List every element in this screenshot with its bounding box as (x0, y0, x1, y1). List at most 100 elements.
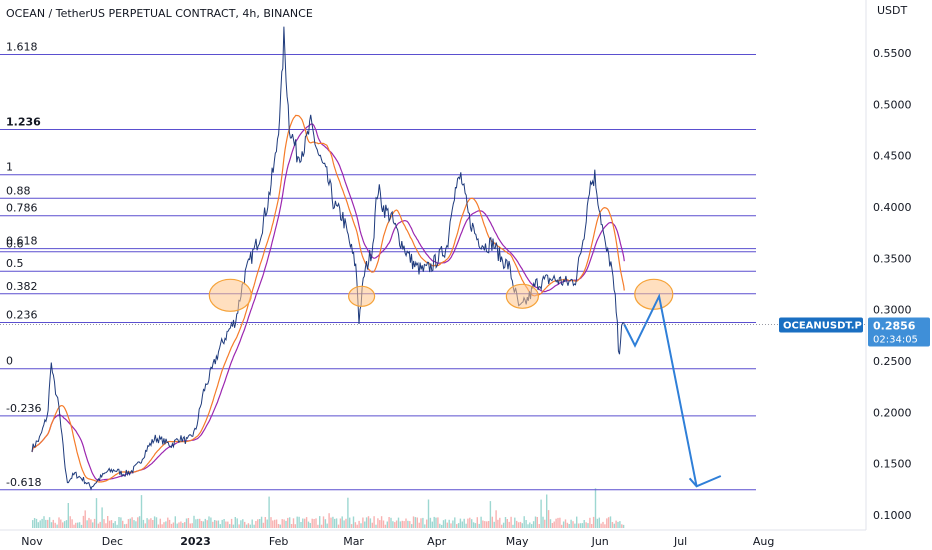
chart-title: OCEAN / TetherUS PERPETUAL CONTRACT, 4h,… (6, 7, 313, 20)
volume-bar (125, 523, 128, 528)
volume-bar (165, 521, 167, 528)
support-circle[interactable] (634, 278, 674, 310)
volume-bar (73, 524, 75, 528)
volume-bar (294, 524, 296, 528)
volume-bar (101, 507, 103, 528)
volume-bar (199, 518, 201, 528)
fib-level-label: 0.786 (6, 202, 38, 215)
volume-bar (497, 519, 499, 528)
time-axis[interactable]: Nov Dec 2023 Feb Mar Apr May Jun Jul Aug (21, 535, 774, 548)
support-circle[interactable] (348, 285, 376, 307)
volume-bar (454, 517, 456, 528)
volume-bar (50, 522, 53, 528)
support-circle[interactable] (208, 278, 252, 312)
volume-bar (371, 522, 373, 528)
volume-bar (557, 517, 559, 528)
volume-bar (330, 517, 332, 528)
support-circles[interactable] (208, 278, 674, 312)
volume-bar (350, 524, 353, 528)
support-circle[interactable] (505, 283, 540, 309)
volume-bar (110, 520, 113, 528)
volume-bar (570, 519, 572, 528)
projection-path[interactable] (623, 293, 698, 487)
volume-bar (403, 521, 405, 528)
volume-bar (380, 516, 383, 528)
volume-bar (260, 516, 263, 528)
volume-bar (153, 516, 156, 528)
volume-bar (394, 522, 396, 528)
volume-bar (506, 519, 508, 528)
volume-bar (80, 524, 83, 528)
volume-bar (234, 517, 236, 528)
volume-bar (416, 517, 418, 528)
volume-bar (546, 494, 548, 528)
volume-bar (221, 519, 223, 528)
volume-bar (105, 523, 107, 528)
volume-bar (178, 522, 180, 528)
volume-bar (602, 521, 604, 528)
volume-bar (589, 517, 591, 528)
volume-bar (559, 517, 561, 528)
volume-bar (519, 521, 522, 528)
price-tick-label: 0.1500 (873, 458, 912, 471)
volume-bar (187, 518, 190, 528)
volume-bar (592, 516, 595, 528)
volume-bar (279, 524, 281, 528)
volume-bar (118, 517, 120, 528)
volume-bar (120, 517, 122, 528)
volume-bar (77, 522, 79, 528)
volume-bar (409, 521, 411, 528)
volume-bar (594, 488, 597, 528)
projection-arrow[interactable] (623, 293, 722, 488)
volume-bar (54, 522, 56, 528)
volume-bar (420, 518, 422, 528)
volume-bar (292, 518, 295, 528)
volume-bar (193, 515, 195, 528)
volume-bar (459, 518, 462, 528)
fib-level-label: 0.382 (6, 280, 38, 293)
fib-level-label: -0.618 (6, 476, 41, 489)
volume-bar (388, 517, 390, 528)
volume-bar (163, 522, 165, 528)
volume-bar (180, 521, 182, 528)
volume-bar (257, 519, 259, 528)
price-tick-label: 0.4500 (873, 150, 912, 163)
volume-bar (606, 518, 608, 528)
volume-bar (155, 517, 158, 528)
volume-bar (208, 516, 210, 528)
volume-bar (365, 517, 368, 528)
volume-bar (377, 518, 379, 528)
volume-bar (236, 518, 238, 528)
volume-bar (52, 519, 54, 528)
volume-bar (78, 522, 81, 528)
volume-bar (244, 521, 246, 528)
volume-bar (414, 517, 417, 528)
volume-bar (251, 519, 253, 528)
volume-bar (504, 517, 507, 528)
volume-bar (290, 524, 293, 528)
price-axis[interactable]: 0.5500 0.5000 0.4500 0.4000 0.3500 0.3000 0.25… (873, 47, 912, 522)
volume-bar (540, 499, 542, 528)
volume-bar (60, 519, 62, 528)
volume-bar (320, 524, 323, 528)
projection-arrow-head (688, 475, 722, 488)
volume-bar (146, 518, 148, 528)
volume-bar (441, 524, 443, 528)
volume-bar (397, 517, 400, 528)
volume-bar (551, 523, 554, 528)
volume-bar (598, 517, 600, 528)
volume-bar (517, 522, 520, 528)
volume-bar (245, 524, 248, 528)
volume-bar (495, 510, 497, 528)
time-tick-label: Nov (21, 535, 43, 548)
volume-bar (399, 521, 402, 528)
volume-bar (90, 519, 92, 528)
volume-bar (259, 519, 261, 528)
volume-bar (347, 497, 349, 528)
volume-bar (478, 523, 480, 528)
volume-bar (343, 520, 345, 528)
volume-bar (427, 499, 430, 528)
